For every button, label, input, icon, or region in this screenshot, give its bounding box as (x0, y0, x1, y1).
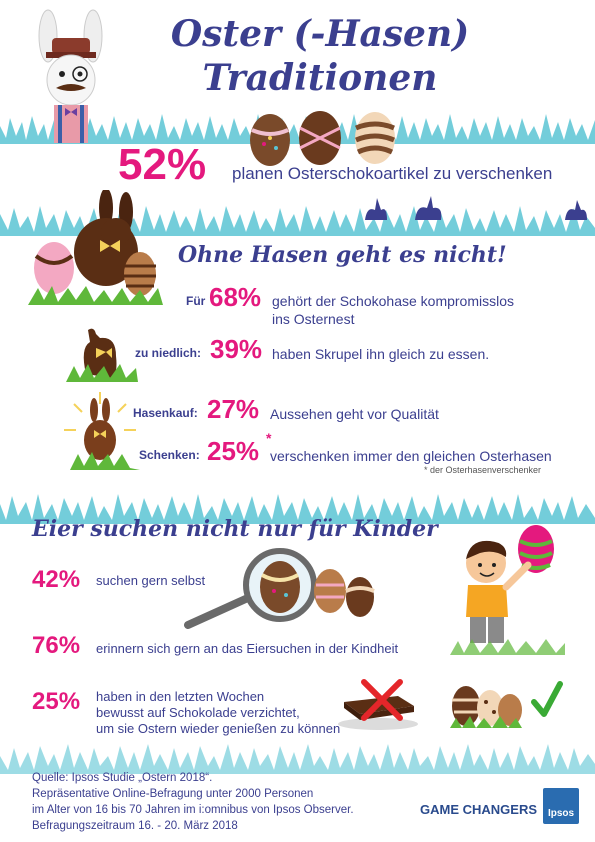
source-block: Quelle: Ipsos Studie „Ostern 2018“. Repr… (32, 770, 354, 834)
blue-bunnies-icon (365, 196, 587, 220)
row4-text: verschenken immer den gleichen Osterhase… (270, 448, 552, 464)
source-line1: Quelle: Ipsos Studie „Ostern 2018“. (32, 772, 213, 784)
cross-mark-icon (338, 679, 563, 730)
grass-strip-top (0, 114, 595, 144)
row4-superscript: * (266, 430, 272, 446)
source-line3: im Alter von 16 bis 70 Jahren im i:omnib… (32, 804, 354, 816)
source-line4: Befragungszeitraum 16. - 20. März 2018 (32, 820, 238, 832)
s2-row1-percent: 42% (32, 566, 81, 593)
s2-row2-percent: 76% (32, 632, 81, 659)
easter-egg-icon (250, 111, 395, 166)
boy-with-egg-icon (450, 525, 565, 655)
row4-label: Schenken: (139, 448, 200, 462)
page-title-line1: Oster (-Hasen) (170, 13, 470, 55)
section1-heading: Ohne Hasen geht es nicht! (178, 242, 507, 268)
headline-percent: 52% (118, 140, 207, 189)
row3-text: Aussehen geht vor Qualität (270, 406, 439, 422)
chocolate-bunny-icon (28, 190, 163, 305)
s2-row3-text-line2: bewusst auf Schokolade verzichtet, (96, 705, 300, 720)
row1-text-line2: ins Osternest (272, 311, 355, 327)
footnote: * der Osterhasenverschenker (424, 465, 542, 475)
s2-row2-text: erinnern sich gern an das Eiersuchen in … (96, 641, 399, 656)
row1-percent: 68% (209, 282, 262, 312)
ipsos-logo-text: Ipsos (547, 808, 575, 819)
brand-tagline: GAME CHANGERS (420, 802, 538, 817)
grass-strip-bottom (0, 744, 595, 774)
source-line2: Repräsentative Online-Befragung unter 20… (32, 788, 314, 800)
magnifier-icon (184, 548, 375, 629)
s2-row3-text-line1: haben in den letzten Wochen (96, 689, 265, 704)
s2-row3-text-line3: um sie Ostern wieder genießen zu können (96, 721, 341, 736)
row2-percent: 39% (210, 334, 263, 364)
row2-label: zu niedlich: (135, 346, 201, 360)
section2-heading: Eier suchen nicht nur für Kinder (32, 516, 438, 542)
headline-text: planen Osterschokoartikel zu verschenken (232, 164, 553, 183)
page-title-line2: Traditionen (202, 57, 438, 99)
row1-text-line1: gehört der Schokohase kompromisslos (272, 293, 515, 309)
bitten-bunny-icon (66, 328, 138, 382)
grass-strip-3 (0, 494, 595, 524)
sunburst-bunny-icon (64, 392, 140, 470)
s2-row3-percent: 25% (32, 688, 81, 715)
row3-label: Hasenkauf: (133, 406, 198, 420)
row1-label: Für (186, 294, 206, 308)
bunny-mascot-icon (38, 9, 103, 143)
ipsos-logo: Ipsos (543, 788, 579, 824)
row2-text: haben Skrupel ihn gleich zu essen. (272, 346, 490, 362)
row4-percent: 25% (207, 436, 260, 466)
row3-percent: 27% (207, 394, 260, 424)
grass-strip-2 (0, 206, 595, 236)
s2-row1-text: suchen gern selbst (96, 573, 206, 588)
